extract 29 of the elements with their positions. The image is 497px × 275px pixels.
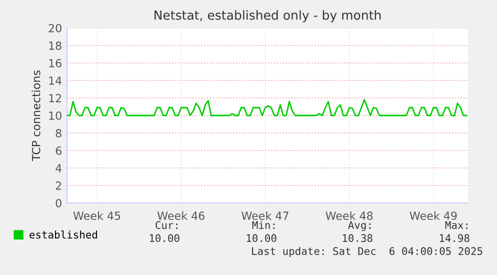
x-tick-label: Week 49 <box>410 211 457 220</box>
text: Min: <box>252 220 274 229</box>
text: Avg: <box>348 221 370 232</box>
x-tick-label: Week 45 <box>73 211 120 220</box>
y-tick-label: 4 <box>56 164 62 172</box>
y-tick-label: 20 <box>48 24 62 32</box>
x-tick-label: Week 46 <box>157 211 204 220</box>
chart-title: Netstat, established only - by month <box>154 10 381 22</box>
y-tick-label: 16 <box>49 58 62 68</box>
y-axis-title: TCP connections <box>32 70 40 162</box>
y-tick-label: 10 <box>49 111 62 120</box>
x-tick-label: Week 48 <box>326 211 373 220</box>
y-tick-label: 8 <box>56 128 62 138</box>
text: Max: <box>445 221 468 230</box>
y-tick-label: 12 <box>49 94 62 102</box>
x-tick-label: Week 47 <box>242 211 288 220</box>
y-tick-label: 6 <box>56 146 62 155</box>
text: 10.00 <box>246 234 276 242</box>
legend-label: established <box>30 230 97 239</box>
text: Cur: <box>156 221 178 230</box>
text: 14.98 <box>440 234 470 242</box>
y-tick-label: 14 <box>49 76 62 85</box>
y-tick-label: 2 <box>56 181 62 190</box>
line-series <box>67 99 468 116</box>
text: 10.38 <box>342 234 372 242</box>
text: Last update: Sat Dec 6 04:00:05 2025 <box>252 246 482 258</box>
y-tick-label: 0 <box>56 198 62 208</box>
y-tick-label: 18 <box>49 41 62 50</box>
text: 10.00 <box>150 234 180 242</box>
